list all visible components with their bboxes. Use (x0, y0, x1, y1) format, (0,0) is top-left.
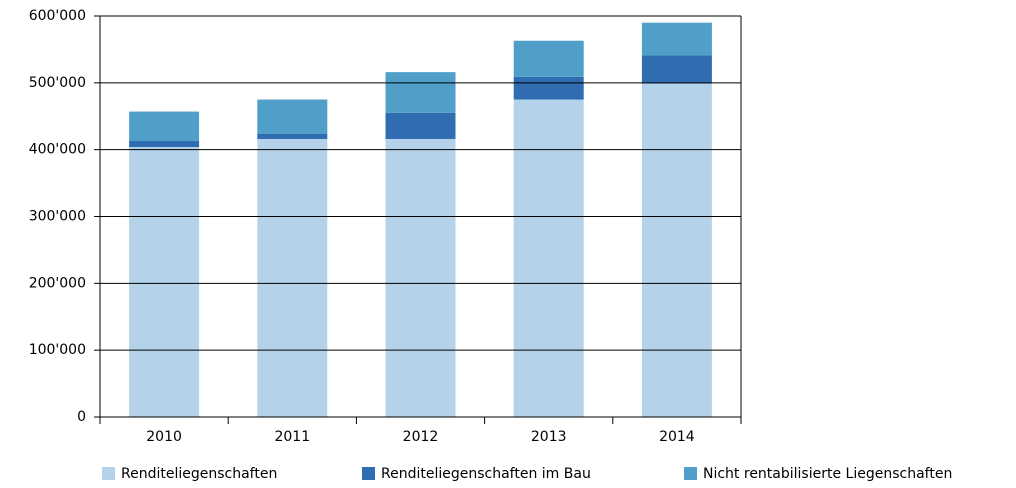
bar-segment (513, 40, 584, 77)
bar-segment (385, 138, 456, 417)
bar-segment (513, 99, 584, 418)
x-tick-label: 2012 (403, 429, 439, 445)
bar-segment (257, 138, 328, 417)
legend-swatch (102, 467, 115, 480)
bar-segment (385, 72, 456, 113)
x-tick-label: 2013 (531, 429, 567, 445)
x-tick-label: 2010 (146, 429, 182, 445)
y-tick-label: 0 (77, 409, 86, 425)
y-tick-label: 300'000 (29, 209, 86, 225)
bar-segment (257, 133, 328, 139)
legend-swatch (684, 467, 697, 480)
x-tick-label: 2011 (274, 429, 310, 445)
bar-segment (257, 99, 328, 134)
bar-segment (641, 83, 712, 418)
legend-swatch (362, 467, 375, 480)
bar-segment (641, 55, 712, 84)
y-tick-label: 200'000 (29, 275, 86, 291)
bar-segment (385, 112, 456, 139)
legend-label: Nicht rentabilisierte Liegenschaften (703, 466, 952, 482)
y-tick-label: 600'000 (29, 8, 86, 24)
bar-segment (513, 76, 584, 100)
y-tick-label: 400'000 (29, 142, 86, 158)
x-tick-label: 2014 (659, 429, 695, 445)
legend-label: Renditeliegenschaften (121, 466, 277, 482)
y-tick-label: 500'000 (29, 75, 86, 91)
y-tick-label: 100'000 (29, 342, 86, 358)
bar-segment (641, 22, 712, 56)
bar-segment (129, 146, 200, 417)
legend-label: Renditeliegenschaften im Bau (381, 466, 591, 482)
bar-segment (129, 111, 200, 141)
bar-segment (129, 140, 200, 147)
